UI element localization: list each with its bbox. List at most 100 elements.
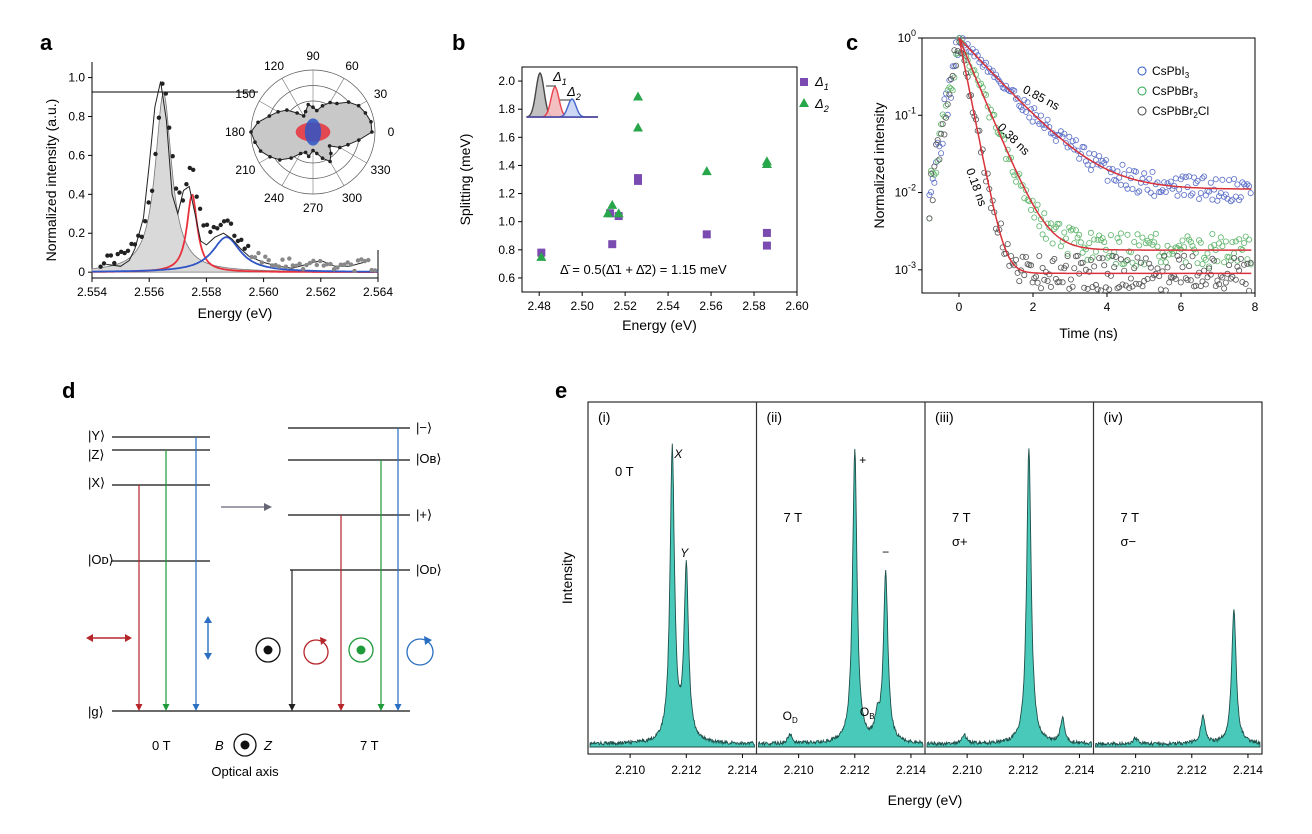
- c-data-point: [1162, 287, 1169, 294]
- c-data-point: [936, 156, 943, 163]
- c-data-point: [1232, 276, 1239, 283]
- c-data-point: [1206, 263, 1213, 270]
- d-label-ground: |g⟩: [88, 704, 104, 719]
- c-data-point: [1164, 242, 1171, 249]
- c-data-point: [1112, 260, 1119, 267]
- b-y-axis-label: Splitting (meV): [457, 134, 473, 226]
- c-x-axis-label: Time (ns): [1059, 325, 1118, 341]
- c-data-point: [1174, 252, 1181, 259]
- c-data-point: [1234, 181, 1241, 188]
- a-data-point: [352, 268, 357, 274]
- c-data-point: [1028, 206, 1035, 213]
- panel-label-d: d: [62, 378, 75, 403]
- a-data-point: [197, 206, 203, 211]
- c-data-point: [1244, 256, 1251, 263]
- c-data-point: [1049, 240, 1056, 247]
- a-polar-point: [320, 104, 325, 108]
- b-x-tick-label: 2.48: [528, 299, 552, 313]
- c-data-point: [1189, 242, 1196, 249]
- c-data-point: [1107, 232, 1114, 239]
- c-data-point: [1129, 259, 1136, 266]
- a-polar-point: [315, 108, 319, 113]
- c-data-point: [1126, 167, 1133, 174]
- c-data-point: [928, 189, 935, 196]
- b-point-d2: [633, 91, 644, 101]
- a-data-point: [153, 151, 158, 157]
- a-data-point: [252, 255, 258, 260]
- c-data-point: [1134, 254, 1141, 261]
- c-data-point: [1172, 175, 1179, 182]
- c-data-point: [931, 171, 938, 178]
- c-data-point: [1132, 168, 1139, 175]
- c-data-point: [1114, 285, 1121, 292]
- a-x-tick-label: 2.556: [134, 285, 164, 299]
- c-data-point: [1016, 278, 1023, 285]
- a-polar-point: [338, 145, 342, 150]
- c-data-point: [1179, 173, 1186, 180]
- c-data-point: [1092, 248, 1099, 255]
- e-x-tick-label: 2.210: [952, 763, 982, 777]
- c-data-point: [926, 215, 933, 222]
- c-data-point: [1141, 170, 1148, 177]
- c-data-point: [1191, 174, 1198, 181]
- a-data-point: [249, 254, 254, 260]
- c-data-point: [1182, 173, 1189, 180]
- b-x-tick-label: 2.52: [613, 299, 637, 313]
- a-polar-point: [311, 105, 315, 109]
- a-polar-angle-label: 300: [342, 191, 362, 205]
- b-point-d2: [536, 251, 547, 261]
- a-data-point: [156, 115, 162, 120]
- c-data-point: [1064, 250, 1071, 257]
- c-data-point: [1086, 268, 1093, 275]
- c-data-point: [1132, 280, 1139, 287]
- c-data-point: [943, 102, 950, 109]
- c-data-point: [1167, 178, 1174, 185]
- e-peak-label: X: [673, 447, 683, 461]
- a-data-point: [266, 258, 271, 263]
- c-data-point: [1234, 263, 1241, 270]
- c-data-point: [1019, 107, 1026, 114]
- a-data-point: [338, 262, 343, 267]
- d-label-ob: |Oʙ⟩: [416, 451, 441, 466]
- c-data-point: [1179, 237, 1186, 244]
- a-polar-point: [253, 140, 257, 144]
- a-data-point: [101, 261, 107, 266]
- c-data-point: [944, 101, 951, 108]
- a-polar-point: [357, 138, 361, 142]
- d-label-plus: |+⟩: [416, 507, 432, 522]
- c-data-point: [951, 74, 958, 81]
- a-data-point: [139, 234, 144, 239]
- c-data-point: [1129, 185, 1136, 192]
- c-data-point: [943, 114, 950, 121]
- b-inset-peak: [527, 98, 598, 118]
- c-data-point: [1231, 175, 1238, 182]
- a-polar-point: [306, 154, 311, 159]
- c-data-point: [1246, 287, 1253, 294]
- a-polar-angle-label: 150: [235, 87, 255, 101]
- d-pol-circle-blue: [406, 638, 434, 666]
- c-data-point: [1241, 261, 1248, 268]
- c-y-tick-label: 10-1: [895, 105, 916, 122]
- a-polar-point: [268, 155, 272, 159]
- c-data-point: [1119, 161, 1126, 168]
- d-pol-vertical-head1: [204, 616, 212, 623]
- a-polar-point: [356, 103, 361, 108]
- c-data-point: [1122, 258, 1129, 265]
- c-data-point: [1067, 143, 1074, 150]
- a-data-point: [331, 267, 337, 272]
- d-arrow-od-head: [288, 704, 296, 711]
- a-polar-point: [301, 114, 306, 118]
- b-legend-d2-swatch: [799, 98, 809, 107]
- panel-d-diagram: |Y⟩ |Z⟩ |X⟩ |Oᴅ⟩ |−⟩ |Oʙ⟩ |+⟩ |Oᴅ⟩ |g⟩ 0 T 7 T B Z Op…: [86, 420, 442, 779]
- c-legend-marker: [1137, 106, 1147, 116]
- a-y-tick-label: 0.4: [68, 187, 85, 201]
- c-data-point: [973, 49, 980, 56]
- c-data-point: [1212, 176, 1219, 183]
- c-data-point: [1154, 243, 1161, 250]
- d-label-od: |Oᴅ⟩: [88, 552, 114, 567]
- c-data-point: [1084, 285, 1091, 292]
- c-data-point: [941, 96, 948, 103]
- c-data-point: [1159, 187, 1166, 194]
- c-data-point: [1187, 192, 1194, 199]
- c-data-point: [1028, 262, 1035, 269]
